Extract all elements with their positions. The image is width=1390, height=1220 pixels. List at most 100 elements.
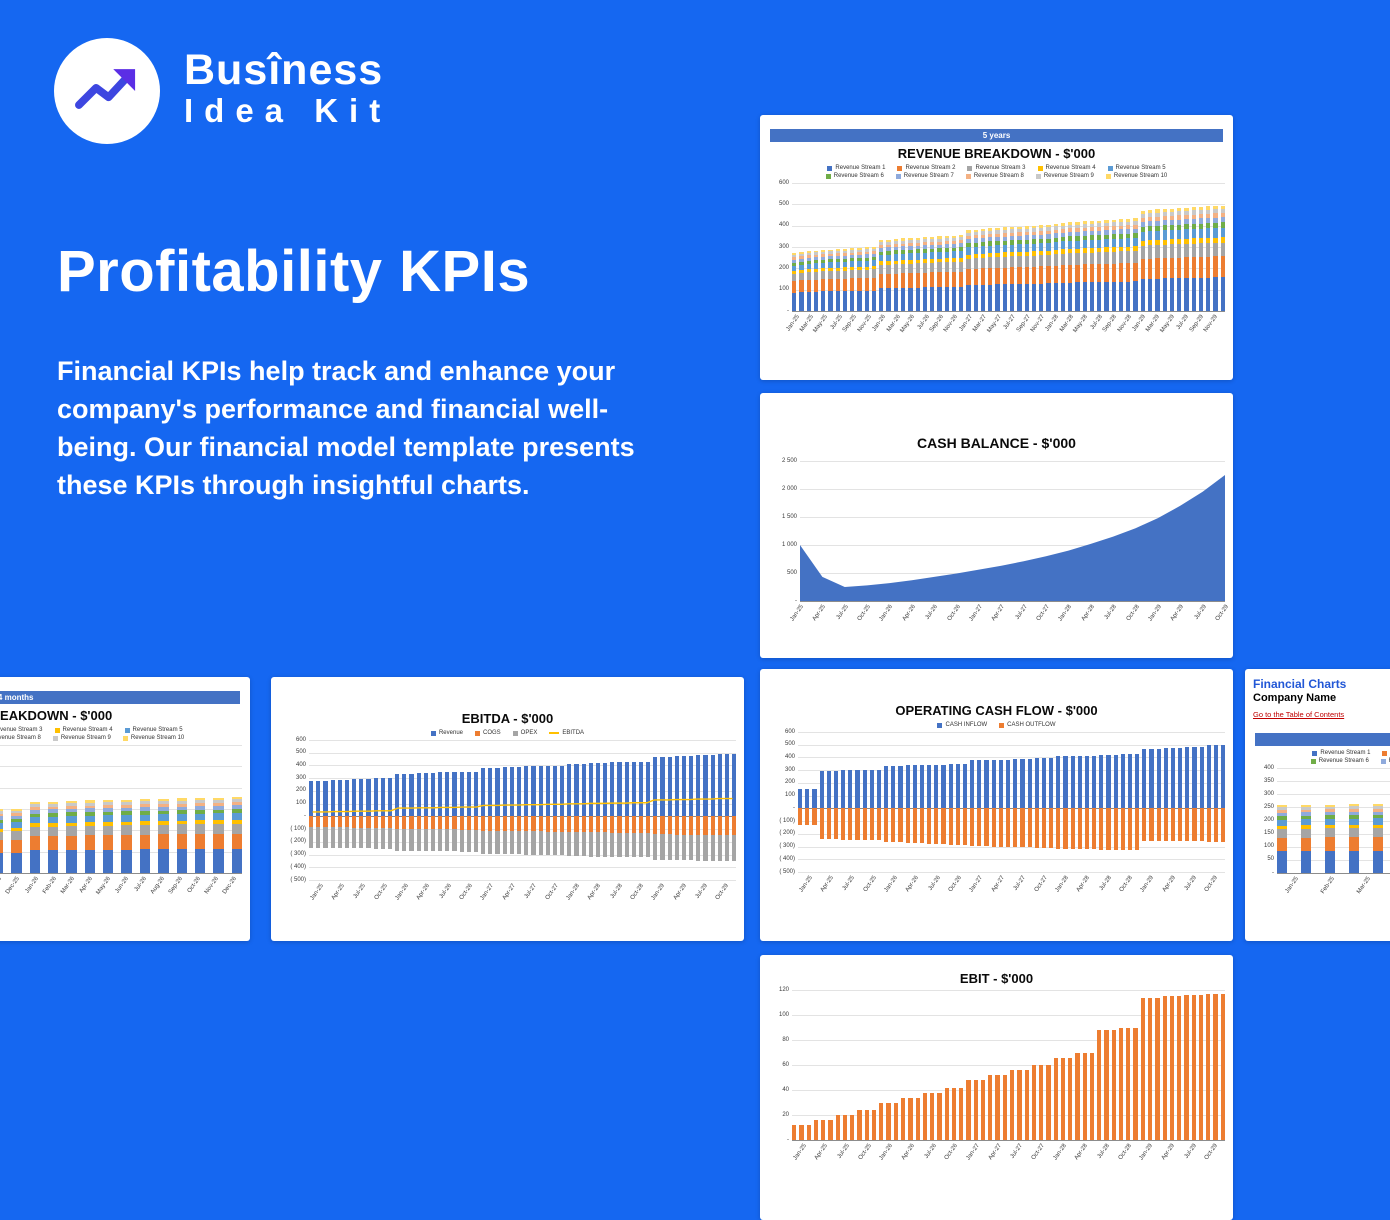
bar-segment — [1155, 216, 1160, 221]
chart-area: 400 350 300 250 200 150 100 50- — [1253, 765, 1390, 876]
bar — [1221, 732, 1226, 872]
bar-segment — [857, 257, 862, 262]
bar-segment — [646, 761, 651, 817]
bar-segment — [1104, 230, 1109, 235]
x-tick-label: Jan-26 — [23, 876, 40, 895]
x-axis: Jan-25 Apr-25 Jul-25 Oct-25 Jan-26 Apr-26 Jul-… — [792, 1140, 1225, 1176]
x-tick-label: Apr-28 — [586, 883, 603, 902]
stacked-bar — [1206, 993, 1211, 1140]
bar-segment — [1089, 264, 1095, 283]
bar-segment — [1140, 997, 1146, 1140]
x-tick-label: Jan-27 — [965, 1143, 981, 1162]
gridline — [798, 808, 1225, 810]
chart-el: ( 200) — [779, 830, 795, 837]
x-tick-label: Jan-29 — [1147, 604, 1163, 623]
bar-segment — [617, 762, 622, 817]
bar-segment — [423, 829, 428, 852]
bar-segment — [1126, 221, 1131, 226]
x-tick-label: Jan-29 — [1139, 875, 1156, 894]
bar-segment — [828, 253, 833, 257]
bar-segment — [864, 254, 869, 258]
bar-segment — [1220, 993, 1225, 1140]
bar-segment — [922, 252, 928, 260]
stacked-bar — [835, 1115, 840, 1140]
bar — [855, 732, 860, 872]
table-of-contents-link[interactable]: Go to the Table of Contents — [1253, 710, 1345, 719]
gridline — [798, 872, 1225, 873]
stacked-bar — [959, 1087, 964, 1140]
bar-segment — [1213, 228, 1218, 238]
bar-segment — [1126, 281, 1131, 311]
bar-segment — [966, 243, 971, 248]
x-tick-label: Apr-28 — [1073, 1143, 1090, 1162]
bar — [552, 740, 558, 880]
bar-segment — [724, 835, 730, 862]
bar — [732, 740, 737, 880]
bar-segment — [1060, 265, 1066, 283]
bar-segment — [1133, 224, 1138, 229]
legend-item: Revenue Stream 1 — [1312, 750, 1370, 756]
bar-segment — [905, 808, 910, 844]
bar-segment — [922, 259, 928, 264]
bar-segment — [1031, 255, 1037, 267]
bar — [962, 732, 968, 872]
bar — [1178, 732, 1183, 872]
bar-segment — [1009, 244, 1015, 253]
bar-segment — [653, 816, 658, 835]
bar-segment — [84, 835, 95, 850]
bar-segment — [1082, 1052, 1087, 1140]
bar-segment — [799, 256, 804, 259]
bar-segment — [1155, 278, 1160, 311]
stacked-bar — [908, 1097, 913, 1140]
x-tick-label: Oct-29 — [1214, 604, 1230, 623]
bar-segment — [139, 801, 151, 805]
bar-segment — [1127, 808, 1133, 851]
bar-segment — [1046, 283, 1051, 311]
bar-segment — [176, 834, 187, 850]
legend-item: CASH INFLOW — [937, 722, 987, 728]
bar-segment — [828, 249, 833, 252]
x-tick-label: Jan-28 — [1044, 314, 1061, 333]
bar-segment — [871, 257, 877, 261]
bar-segment — [819, 770, 824, 809]
bar — [373, 740, 378, 880]
bar-segment — [1031, 1065, 1037, 1140]
bar-segment — [792, 255, 797, 258]
bar-segment — [966, 258, 971, 270]
bar-segment — [959, 247, 964, 252]
bar-segment — [1046, 242, 1051, 251]
bar-segment — [1206, 223, 1211, 229]
bar-segment — [524, 766, 529, 817]
x-tick-label: Jul-28 — [1103, 604, 1119, 621]
bar-segment — [1111, 263, 1116, 282]
bar-segment — [1024, 235, 1029, 240]
bar-segment — [799, 258, 804, 262]
bar-segment — [0, 839, 4, 853]
bar — [588, 740, 593, 880]
bar-segment — [908, 246, 913, 250]
bar-segment — [871, 277, 877, 291]
bar-segment — [1133, 1027, 1138, 1140]
bar-segment — [1206, 993, 1211, 1140]
gridline — [309, 803, 736, 805]
bar-segment — [1142, 808, 1147, 841]
x-tick-label: Jul-29 — [694, 883, 709, 900]
bar — [531, 740, 536, 880]
bar-segment — [821, 1120, 826, 1140]
legend-item: Revenue Stream 3 — [967, 165, 1026, 171]
bar-segment — [1092, 755, 1097, 809]
bar-segment — [1039, 243, 1044, 251]
bar-segment — [1084, 755, 1090, 809]
x-tick-label: Jul-25 — [836, 1143, 852, 1160]
bar-segment — [502, 816, 507, 832]
bar-segment — [717, 835, 722, 862]
stacked-bar — [1373, 803, 1383, 873]
bar-segment — [1162, 209, 1167, 213]
bar-segment — [1060, 1057, 1066, 1140]
bar-segment — [1155, 212, 1160, 217]
bar-segment — [595, 763, 601, 817]
bar-segment — [473, 816, 479, 830]
bar — [395, 740, 400, 880]
stacked-bar — [1017, 226, 1022, 311]
